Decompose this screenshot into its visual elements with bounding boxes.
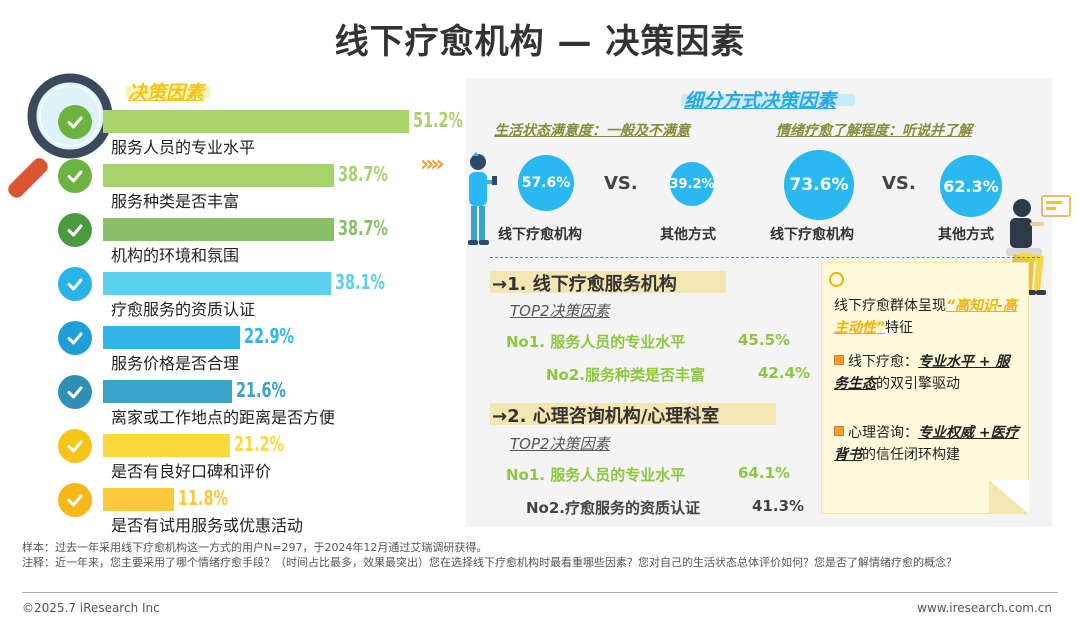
group2-heading: 情绪疗愈了解程度：听说并了解 bbox=[776, 123, 972, 139]
bar-value-label: 21.2% bbox=[234, 432, 284, 456]
checkmark-icon bbox=[58, 105, 92, 139]
divider bbox=[490, 257, 1040, 258]
checkmark-icon bbox=[58, 267, 92, 301]
bar bbox=[103, 488, 174, 511]
page-title: 线下疗愈机构 — 决策因素 bbox=[334, 22, 746, 62]
note-point1: 线下疗愈：专业水平 + 服务生态的双引擎驱动 bbox=[834, 351, 1020, 395]
magnifier-icon bbox=[8, 73, 112, 198]
group1-heading: 生活状态满意度：一般及不满意 bbox=[494, 123, 690, 139]
bar bbox=[103, 380, 232, 403]
footer-divider bbox=[22, 592, 1058, 593]
bar bbox=[103, 164, 334, 187]
website-link[interactable]: www.iresearch.com.cn bbox=[917, 601, 1052, 615]
bullet-icon bbox=[834, 426, 844, 436]
footer-sample: 样本：过去一年采用线下疗愈机构这一方式的用户N=297，于2024年12月通过艾… bbox=[22, 541, 488, 554]
bar-category-label: 服务价格是否合理 bbox=[111, 354, 240, 373]
bar-value-label: 51.2% bbox=[413, 108, 463, 132]
bar bbox=[103, 218, 334, 241]
group2-value-b: 62.3% bbox=[940, 155, 1002, 217]
person-with-phone-icon bbox=[468, 152, 497, 245]
note-ring-icon bbox=[829, 272, 844, 287]
bar-category-label: 是否有良好口碑和评价 bbox=[111, 462, 272, 481]
note-summary: 线下疗愈群体呈现“高知识-高主动性”特征 bbox=[834, 295, 1020, 339]
block2-title-highlight bbox=[490, 403, 776, 425]
block2-no1: No1. 服务人员的专业水平 bbox=[506, 466, 686, 484]
block2-no2-value: 41.3% bbox=[752, 497, 805, 515]
note-p2-b: 专业权威 +医疗背书 bbox=[834, 425, 1019, 463]
block1-title: →1. 线下疗愈服务机构 bbox=[492, 274, 677, 295]
note-p2-a: 心理咨询： bbox=[848, 425, 918, 441]
note-p1-b: 专业水平 + 服务生态 bbox=[834, 354, 1010, 392]
bar-value-label: 22.9% bbox=[244, 324, 294, 348]
note-point2: 心理咨询：专业权威 +医疗背书的信任闭环构建 bbox=[834, 422, 1020, 466]
group2-label-a: 线下疗愈机构 bbox=[770, 227, 854, 243]
block1-top2-label: TOP2决策因素 bbox=[510, 302, 610, 320]
group2-value-a: 73.6% bbox=[784, 150, 854, 220]
note-p1-a: 线下疗愈： bbox=[848, 354, 918, 370]
group1-value-b: 39.2% bbox=[669, 162, 715, 206]
section-title-highlight bbox=[126, 86, 210, 98]
group1-label-a: 线下疗愈机构 bbox=[498, 227, 582, 243]
copyright: ©2025.7 iResearch Inc bbox=[22, 601, 160, 615]
group1-label-b: 其他方式 bbox=[660, 227, 716, 243]
footer-note: 注释：近一年来，您主要采用了哪个情绪疗愈手段？（时间占比最多，效果最突出）您在选… bbox=[22, 556, 957, 569]
block1-title-highlight bbox=[490, 271, 726, 293]
note-line1-b: “高知识-高主动性” bbox=[834, 298, 1017, 336]
group2-vs: VS. bbox=[882, 173, 916, 194]
bar-value-label: 21.6% bbox=[236, 378, 286, 402]
right-title-highlight bbox=[681, 94, 855, 106]
block1-no1-value: 45.5% bbox=[738, 331, 791, 349]
block1-no2-value: 42.4% bbox=[758, 364, 811, 382]
checkmark-icon bbox=[58, 159, 92, 193]
note-fold bbox=[989, 480, 1029, 514]
note-line1-c: 特征 bbox=[885, 320, 914, 336]
block2-title: →2. 心理咨询机构/心理科室 bbox=[492, 406, 720, 427]
note-card bbox=[821, 262, 1029, 514]
group1-value-a: 57.6% bbox=[518, 155, 574, 211]
bar-category-label: 服务种类是否丰富 bbox=[111, 192, 240, 211]
group1-vs: VS. bbox=[604, 173, 638, 194]
checkmark-icon bbox=[58, 321, 92, 355]
bar bbox=[103, 326, 240, 349]
checkmark-icon bbox=[58, 429, 92, 463]
bar-category-label: 疗愈服务的资质认证 bbox=[111, 300, 256, 319]
bar-value-label: 38.7% bbox=[338, 216, 388, 240]
block2-no2: No2.疗愈服务的资质认证 bbox=[526, 499, 700, 517]
double-chevron-icon: »» bbox=[420, 152, 445, 177]
right-section-title: 细分方式决策因素 bbox=[684, 90, 837, 112]
checkmark-icon bbox=[58, 483, 92, 517]
bullet-icon bbox=[834, 355, 844, 365]
note-p2-c: 的信任闭环构建 bbox=[862, 447, 960, 463]
block2-no1-value: 64.1% bbox=[738, 464, 791, 482]
bar-category-label: 离家或工作地点的距离是否方便 bbox=[111, 408, 336, 427]
group2-label-b: 其他方式 bbox=[938, 227, 994, 243]
block2-top2-label: TOP2决策因素 bbox=[510, 435, 610, 453]
bar-category-label: 服务人员的专业水平 bbox=[111, 138, 256, 157]
block1-no2: No2.服务种类是否丰富 bbox=[546, 366, 705, 384]
block1-no1: No1. 服务人员的专业水平 bbox=[506, 333, 686, 351]
bar bbox=[103, 434, 230, 457]
left-section-title: 决策因素 bbox=[128, 82, 205, 104]
bar bbox=[103, 272, 331, 295]
checkmark-icon bbox=[58, 375, 92, 409]
bar-category-label: 是否有试用服务或优惠活动 bbox=[111, 516, 304, 535]
bar bbox=[103, 110, 409, 133]
note-p1-c: 的双引擎驱动 bbox=[876, 376, 960, 392]
bar-value-label: 38.7% bbox=[338, 162, 388, 186]
note-line1-a: 线下疗愈群体呈现 bbox=[834, 298, 946, 314]
checkmark-icon bbox=[58, 213, 92, 247]
bar-value-label: 38.1% bbox=[335, 270, 385, 294]
bar-category-label: 机构的环境和氛围 bbox=[111, 246, 240, 265]
bar-value-label: 11.8% bbox=[178, 486, 228, 510]
